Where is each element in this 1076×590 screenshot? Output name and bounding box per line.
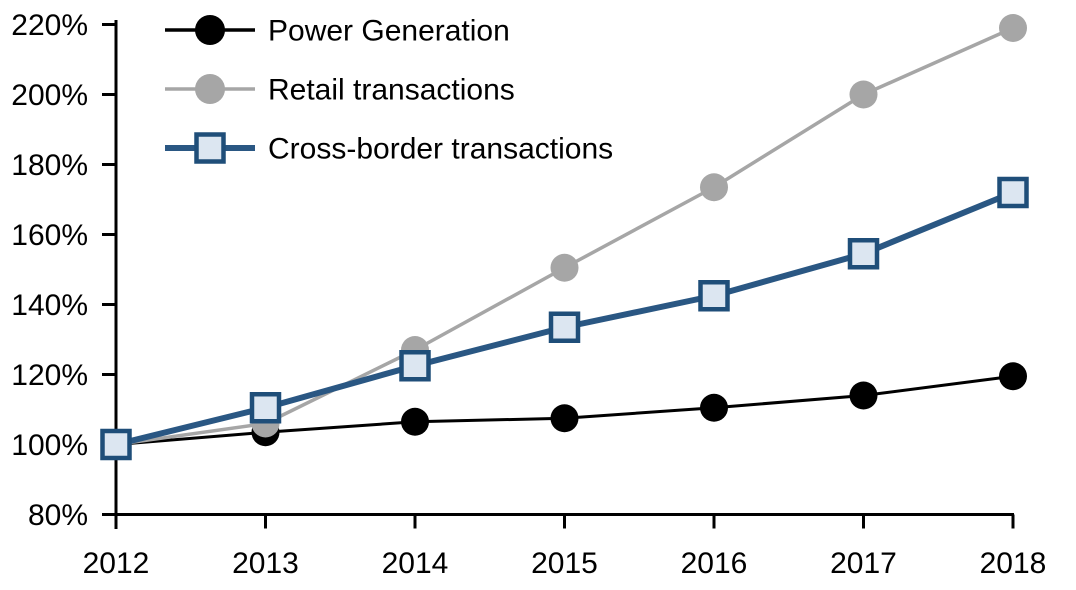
- marker-circle-retail-transactions: [700, 173, 728, 202]
- legend-label-cross-border-transactions: Cross-border transactions: [268, 133, 613, 166]
- y-axis-tick-label: 200%: [11, 79, 88, 112]
- marker-circle-power-generation: [550, 404, 579, 433]
- marker-circle-power-generation: [700, 393, 728, 422]
- marker-square-cross-border-transactions: [698, 280, 730, 312]
- x-axis-tick-label: 2018: [980, 547, 1047, 580]
- marker-square-cross-border-transactions: [847, 238, 880, 270]
- y-axis-tick-label: 80%: [28, 499, 88, 532]
- marker-square-cross-border-transactions: [997, 176, 1029, 209]
- marker-square-cross-border-transactions: [100, 428, 132, 461]
- marker-square-cross-border-transactions: [399, 350, 431, 382]
- marker-circle-power-generation: [849, 381, 878, 410]
- x-axis-tick-label: 2014: [382, 547, 449, 580]
- marker-circle-power-generation: [999, 362, 1027, 391]
- y-axis-tick-label: 160%: [11, 219, 88, 252]
- marker-circle-retail-transactions: [999, 14, 1027, 42]
- y-axis-tick-label: 140%: [11, 289, 88, 322]
- legend-label-retail-transactions: Retail transactions: [268, 74, 515, 107]
- y-axis-tick-label: 120%: [11, 359, 88, 392]
- marker-circle-power-generation: [401, 407, 429, 436]
- legend-marker-circle-retail-transactions: [195, 74, 225, 104]
- x-axis-tick-label: 2016: [681, 547, 748, 580]
- x-axis-tick-label: 2017: [830, 547, 897, 580]
- y-axis-tick-label: 100%: [11, 429, 88, 462]
- y-axis-tick-label: 220%: [11, 9, 88, 42]
- marker-square-cross-border-transactions: [249, 392, 282, 424]
- y-axis-tick-label: 180%: [11, 149, 88, 182]
- marker-circle-retail-transactions: [550, 253, 579, 282]
- legend-marker-circle-power-generation: [195, 15, 225, 45]
- legend-label-power-generation: Power Generation: [268, 15, 510, 48]
- marker-circle-retail-transactions: [849, 80, 878, 109]
- marker-square-cross-border-transactions: [548, 311, 581, 343]
- x-axis-tick-label: 2013: [232, 547, 299, 580]
- x-axis-tick-label: 2012: [83, 547, 150, 580]
- legend-marker-square-cross-border-transactions: [194, 132, 226, 164]
- x-axis-tick-label: 2015: [531, 547, 598, 580]
